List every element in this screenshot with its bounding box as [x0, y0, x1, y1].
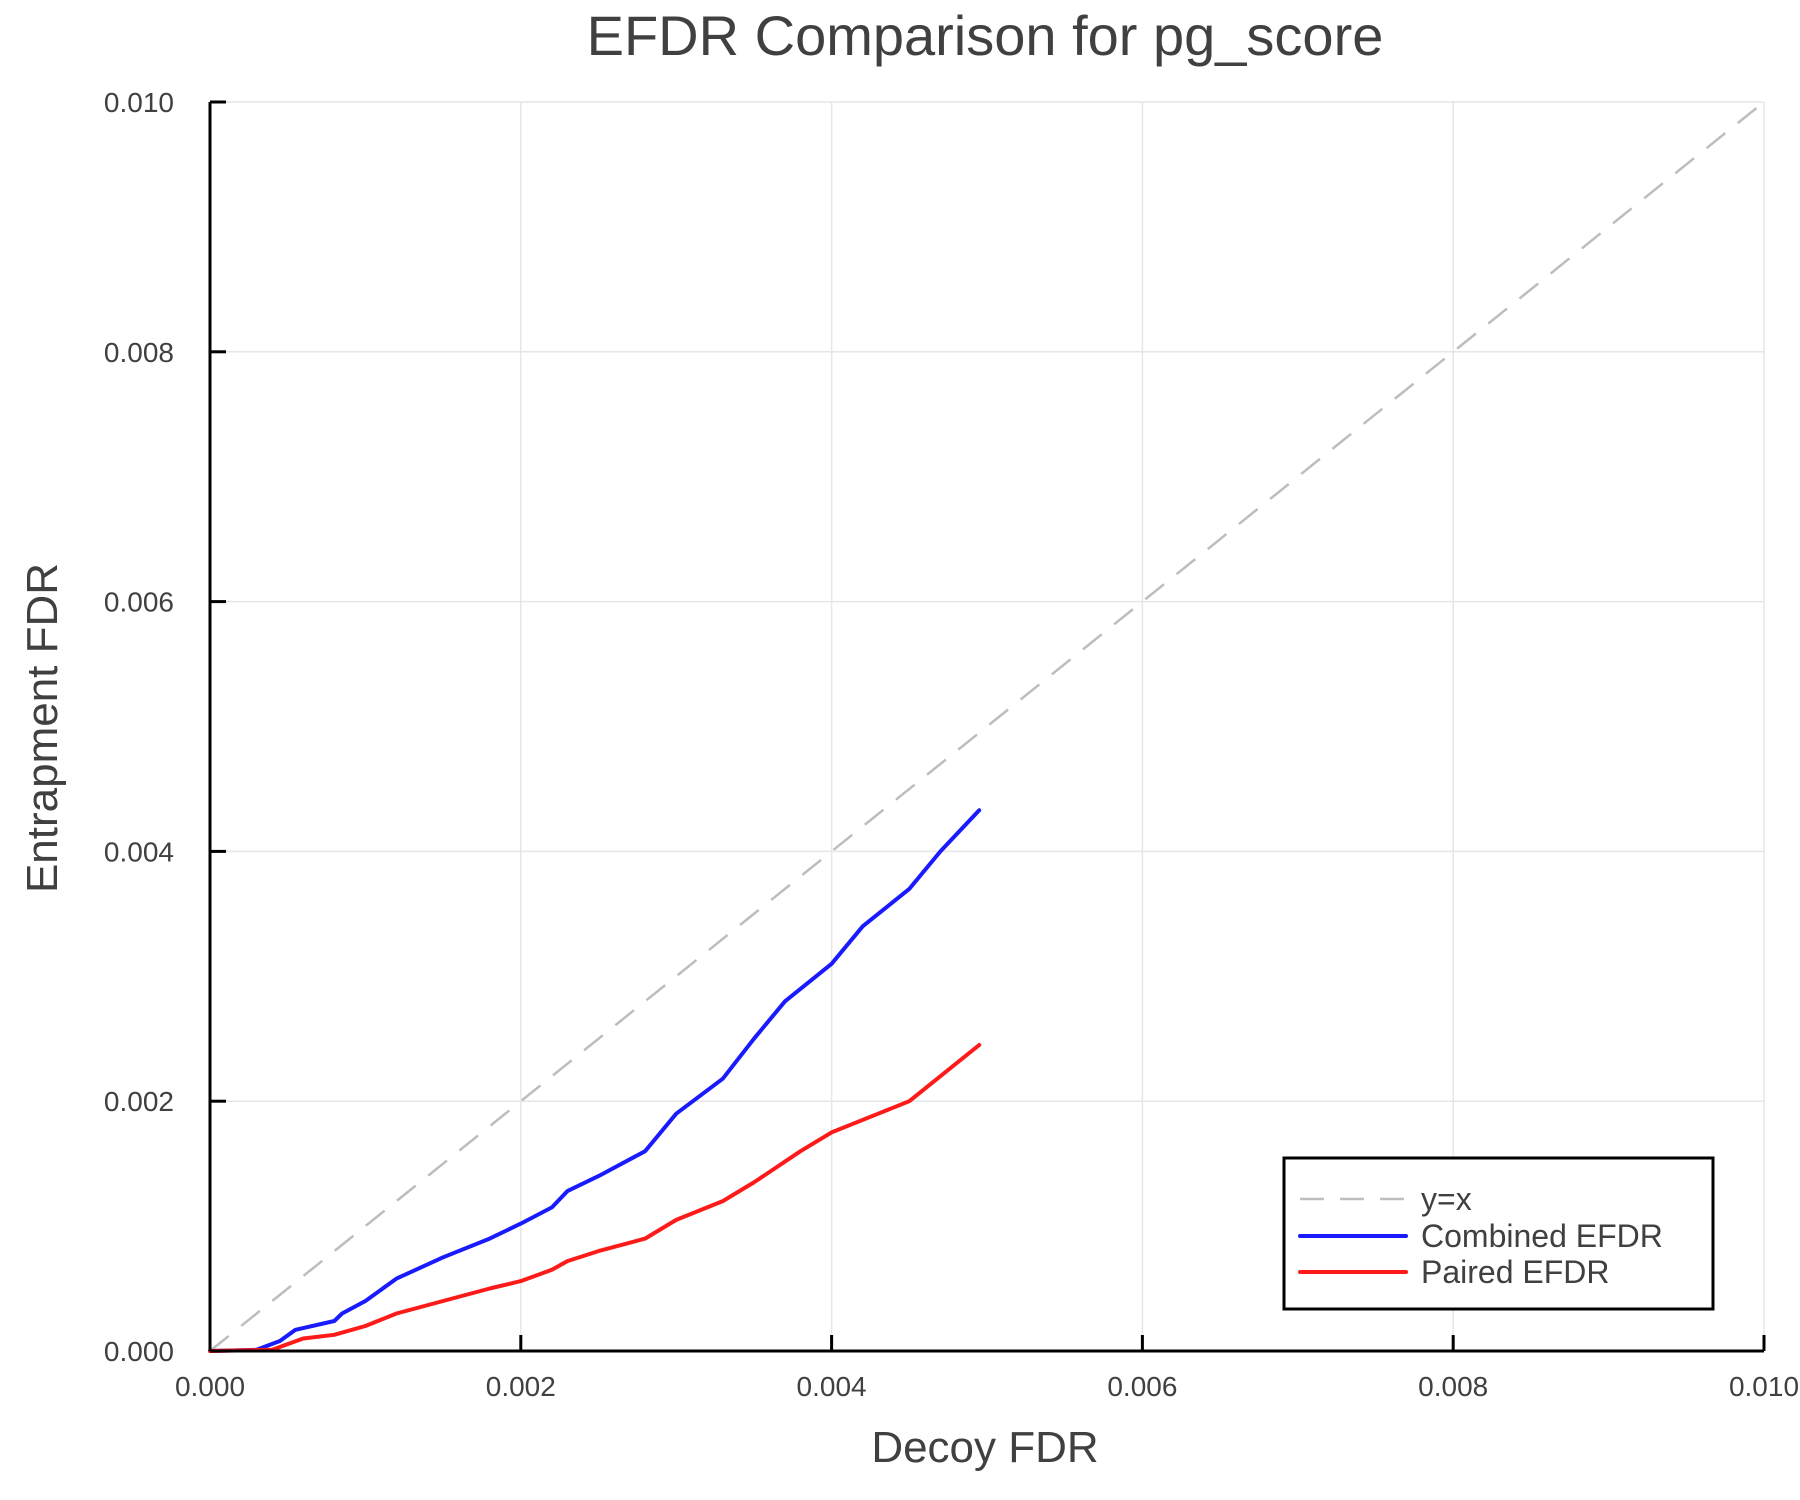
y-axis-label: Entrapment FDR	[18, 563, 67, 893]
x-tick-label: 0.002	[486, 1371, 556, 1402]
y-tick-label: 0.002	[104, 1086, 174, 1117]
plot-series	[208, 101, 1765, 1353]
axes	[208, 100, 1766, 1353]
x-tick-label: 0.004	[797, 1371, 867, 1402]
series-y-x	[209, 101, 1765, 1352]
x-tick-labels: 0.000 0.002 0.004 0.006 0.008 0.010	[175, 1371, 1799, 1402]
x-tick-label: 0.010	[1729, 1371, 1799, 1402]
legend-label: Paired EFDR	[1421, 1254, 1610, 1290]
y-tick-labels: 0.000 0.002 0.004 0.006 0.008 0.010	[104, 87, 174, 1367]
legend-box	[1282, 1156, 1715, 1311]
x-axis-label: Decoy FDR	[871, 1423, 1098, 1472]
legend-label: Combined EFDR	[1421, 1218, 1663, 1254]
y-tick-label: 0.004	[104, 836, 174, 867]
chart-title: EFDR Comparison for pg_score	[587, 4, 1384, 67]
x-tick-label: 0.006	[1107, 1371, 1177, 1402]
x-tick-label: 0.000	[175, 1371, 245, 1402]
y-tick-label: 0.008	[104, 337, 174, 368]
legend-label: y=x	[1421, 1181, 1472, 1217]
x-tick-label: 0.008	[1418, 1371, 1488, 1402]
y-tick-label: 0.000	[104, 1336, 174, 1367]
y-tick-label: 0.006	[104, 587, 174, 618]
y-tick-label: 0.010	[104, 87, 174, 118]
series-paired-efdr	[208, 1043, 982, 1353]
series-combined-efdr	[208, 808, 982, 1353]
